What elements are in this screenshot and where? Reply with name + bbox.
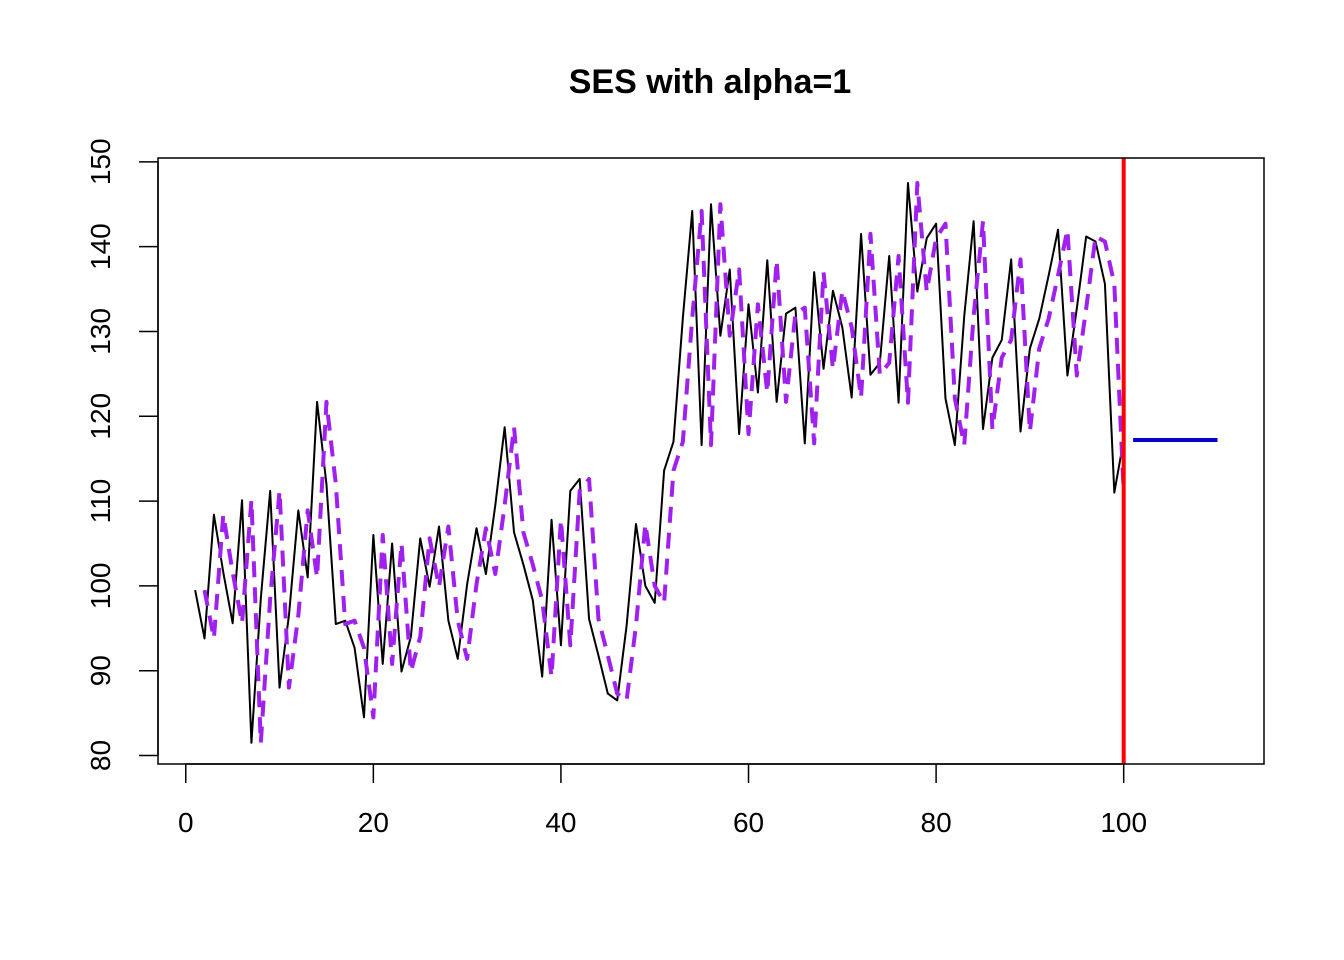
y-tick-label: 90 xyxy=(85,655,116,686)
y-tick-label: 120 xyxy=(85,393,116,440)
plot-area xyxy=(194,158,1218,764)
y-tick-label: 150 xyxy=(85,138,116,185)
y-tick-label: 140 xyxy=(85,223,116,270)
x-axis: 0 20 40 60 80 100 xyxy=(178,763,1147,838)
x-tick-label: 40 xyxy=(545,807,576,838)
x-tick-label: 20 xyxy=(358,807,389,838)
series-fitted-line xyxy=(202,181,1126,745)
chart-title: SES with alpha=1 xyxy=(569,63,851,101)
y-axis: 80 90 100 110 120 130 140 150 xyxy=(85,138,159,771)
x-tick-label: 60 xyxy=(733,807,764,838)
x-tick-label: 80 xyxy=(921,807,952,838)
x-tick-label: 100 xyxy=(1100,807,1147,838)
y-tick-label: 100 xyxy=(85,563,116,610)
y-tick-label: 130 xyxy=(85,308,116,355)
series-observed-line xyxy=(194,182,1125,744)
y-tick-label: 110 xyxy=(85,479,116,524)
x-tick-label: 0 xyxy=(178,807,194,838)
y-tick-label: 80 xyxy=(85,740,116,771)
